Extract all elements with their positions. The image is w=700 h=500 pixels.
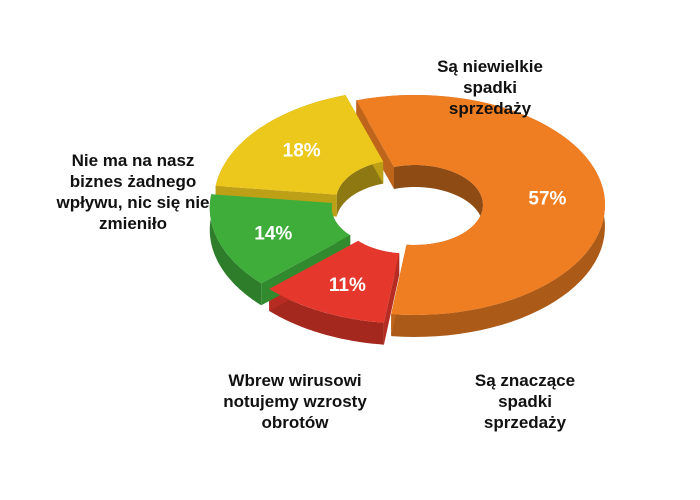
- slice-3: [209, 194, 351, 284]
- slice-2: [269, 240, 400, 323]
- label-growth: Wbrew wirusowi notujemy wzrosty obrotów: [223, 371, 367, 432]
- label-small-declines: Są niewielkie spadki sprzedaży: [437, 57, 543, 118]
- slice-end-wall-1-1: [356, 100, 394, 189]
- slice-value-label-2: 11%: [329, 275, 366, 296]
- slice-side-2: [269, 288, 384, 345]
- label-significant-declines: Są znaczące spadki sprzedaży: [474, 371, 576, 432]
- slice-value-label-4: 18%: [283, 140, 321, 161]
- slice-inner-wall-4: [336, 161, 384, 217]
- label-no-impact: Nie ma na nasz biznes żadnego wpływu, ni…: [56, 151, 210, 233]
- slice-value-label-3: 14%: [254, 223, 292, 244]
- slice-tops: [209, 95, 605, 323]
- slice-value-label-1: 57%: [528, 189, 566, 210]
- slice-end-wall-2-1: [383, 253, 400, 345]
- slice-side-3: [209, 194, 262, 306]
- slice-value-labels: 57% 11% 14% 18%: [254, 140, 566, 296]
- slice-4: [215, 95, 384, 195]
- slice-1: [356, 95, 605, 315]
